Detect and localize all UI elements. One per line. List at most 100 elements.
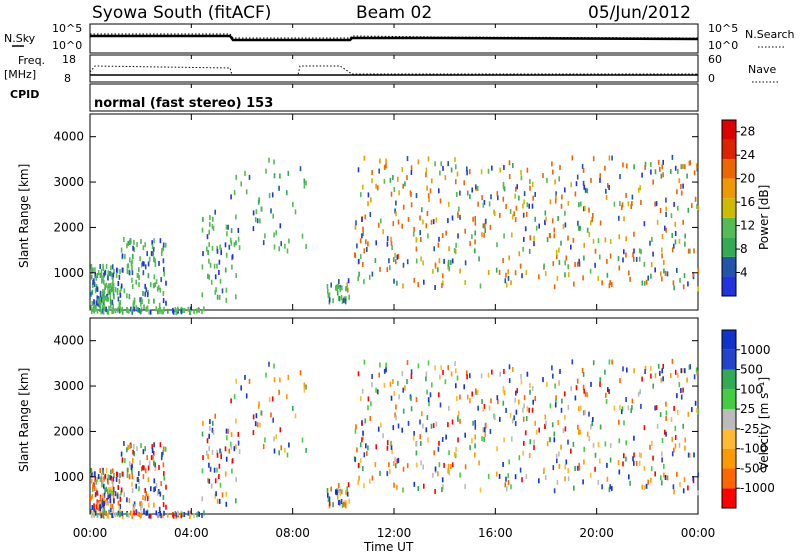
- echo-cell: [187, 306, 190, 312]
- echo-cell: [425, 167, 428, 173]
- echo-cell: [149, 513, 152, 519]
- echo-cell: [555, 453, 558, 459]
- echo-cell: [119, 292, 122, 298]
- echo-cell: [544, 210, 547, 216]
- echo-cell: [551, 161, 553, 167]
- echo-cell: [502, 184, 505, 190]
- echo-cell: [144, 468, 147, 474]
- echo-cell: [488, 405, 491, 411]
- echo-cell: [96, 301, 99, 307]
- echo-cell: [158, 464, 160, 470]
- echo-cell: [621, 406, 624, 412]
- echo-cell: [137, 511, 139, 517]
- echo-cell: [644, 161, 647, 167]
- x-tick-label: 08:00: [275, 526, 310, 540]
- velocity-colorbar-tick-label: 25: [740, 402, 755, 416]
- echo-cell: [150, 455, 153, 461]
- echo-cell: [106, 497, 108, 503]
- echo-cell: [99, 303, 102, 308]
- echo-cell: [428, 401, 430, 407]
- echo-cell: [160, 481, 162, 487]
- echo-cell: [90, 478, 93, 484]
- echo-cell: [228, 448, 231, 454]
- echo-cell: [112, 277, 114, 283]
- echo-cell: [286, 394, 288, 400]
- echo-cell: [100, 309, 102, 315]
- echo-cell: [100, 476, 103, 481]
- echo-cell: [572, 237, 575, 243]
- echo-cell: [618, 419, 620, 425]
- y-tick-label: 4000: [53, 130, 84, 144]
- echo-cell: [118, 308, 121, 314]
- echo-cell: [570, 182, 572, 188]
- echo-cell: [524, 226, 527, 232]
- echo-cell: [427, 156, 430, 162]
- echo-cell: [434, 365, 436, 371]
- echo-cell: [514, 193, 516, 199]
- echo-cell: [605, 392, 607, 398]
- echo-cell: [665, 206, 668, 212]
- echo-cell: [434, 161, 436, 167]
- echo-cell: [523, 403, 525, 409]
- echo-cell: [625, 193, 627, 198]
- echo-cell: [544, 475, 547, 480]
- echo-cell: [354, 224, 357, 230]
- echo-cell: [445, 434, 447, 440]
- echo-cell: [97, 502, 99, 508]
- echo-cell: [471, 187, 473, 193]
- echo-cell: [147, 465, 150, 471]
- echo-cell: [434, 262, 437, 268]
- echo-cell: [639, 389, 641, 395]
- echo-cell: [696, 203, 698, 209]
- echo-cell: [92, 471, 94, 477]
- echo-cell: [208, 229, 210, 235]
- echo-cell: [100, 272, 103, 277]
- velocity-colorbar-tick-label: 500: [740, 363, 763, 377]
- echo-cell: [103, 507, 106, 513]
- echo-cell: [531, 407, 534, 413]
- echo-cell: [397, 380, 399, 386]
- echo-cell: [665, 416, 667, 421]
- echo-cell: [100, 513, 102, 519]
- echo-cell: [357, 276, 359, 282]
- echo-cell: [538, 427, 540, 433]
- echo-cell: [99, 468, 101, 473]
- echo-cell: [379, 362, 381, 368]
- echo-cell: [201, 468, 204, 474]
- echo-cell: [337, 500, 340, 505]
- echo-cell: [389, 469, 391, 475]
- echo-cell: [558, 463, 561, 469]
- echo-cell: [406, 259, 409, 265]
- echo-cell: [361, 421, 363, 426]
- echo-cell: [159, 491, 162, 497]
- echo-cell: [623, 249, 625, 255]
- x-tick-label: 04:00: [174, 526, 209, 540]
- echo-cell: [279, 223, 282, 229]
- echo-cell: [444, 175, 447, 181]
- colorbar-swatch: [722, 120, 736, 140]
- echo-cell: [126, 497, 128, 503]
- echo-cell: [93, 299, 95, 305]
- echo-cell: [557, 216, 559, 221]
- echo-cell: [692, 272, 694, 278]
- echo-cell: [270, 412, 272, 418]
- echo-cell: [564, 426, 567, 432]
- echo-cell: [211, 449, 214, 455]
- echo-cell: [113, 473, 115, 478]
- echo-cell: [97, 500, 99, 505]
- echo-cell: [288, 238, 290, 244]
- echo-cell: [132, 506, 135, 512]
- echo-cell: [583, 388, 585, 394]
- echo-cell: [682, 284, 685, 290]
- echo-cell: [210, 483, 213, 489]
- echo-cell: [211, 427, 214, 433]
- echo-cell: [560, 203, 563, 209]
- echo-cell: [218, 294, 221, 300]
- echo-cell: [370, 197, 372, 203]
- echo-cell: [161, 248, 163, 253]
- echo-cell: [671, 436, 673, 442]
- echo-cell: [109, 503, 112, 508]
- echo-cell: [497, 399, 499, 405]
- echo-cell: [432, 423, 435, 429]
- echo-cell: [485, 218, 487, 224]
